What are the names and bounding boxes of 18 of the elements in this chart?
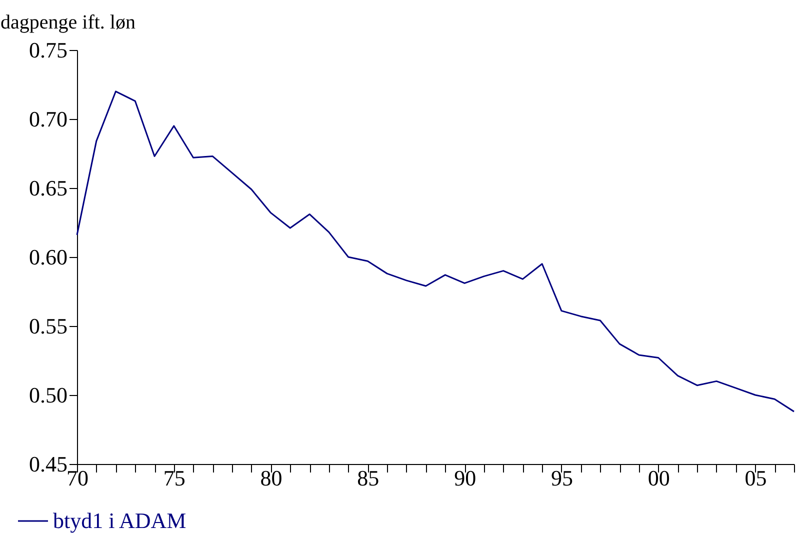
x-tick-label: 85 xyxy=(357,466,380,490)
x-tick-label: 00 xyxy=(648,466,670,490)
x-tick-label: 95 xyxy=(550,466,573,490)
y-tick-label: 0.60 xyxy=(29,244,68,270)
y-tick-label: 0.70 xyxy=(29,106,68,132)
y-tick-label: 0.50 xyxy=(29,382,68,408)
x-tick-label: 70 xyxy=(66,466,88,490)
x-tick-label: 80 xyxy=(260,466,282,490)
x-tick-label: 90 xyxy=(454,466,476,490)
legend-label: btyd1 i ADAM xyxy=(53,508,186,533)
y-tick-label: 0.55 xyxy=(29,314,68,338)
y-tick-label: 0.45 xyxy=(29,452,68,476)
y-tick-label: 0.65 xyxy=(29,176,68,200)
x-tick-label: 75 xyxy=(163,466,186,490)
y-tick-label: 0.75 xyxy=(29,38,68,62)
y-axis-title: dagpenge ift. løn xyxy=(0,12,136,34)
line-series xyxy=(76,90,795,412)
x-tick-label: 05 xyxy=(744,466,767,490)
